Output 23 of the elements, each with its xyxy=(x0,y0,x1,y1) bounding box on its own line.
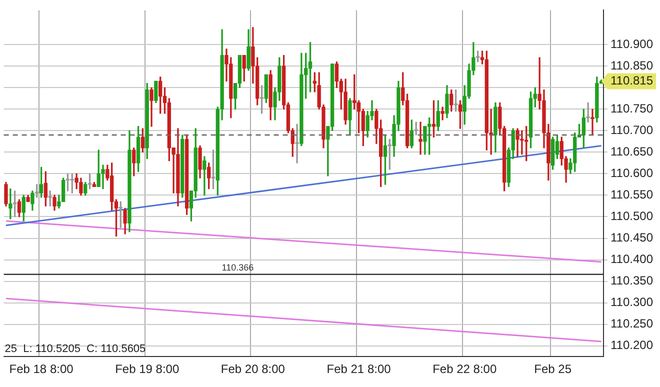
y-tick-label: 110.450 xyxy=(610,230,654,245)
y-tick-label: 110.550 xyxy=(610,188,654,202)
y-tick-label: 110.700 xyxy=(610,123,654,137)
ref-line-label: 110.366 xyxy=(222,262,254,272)
x-tick-label: Feb 22 8:00 xyxy=(432,362,497,376)
y-tick-label: 110.900 xyxy=(610,36,654,51)
y-tick-label: 110.650 xyxy=(610,144,654,159)
y-tick-label: 110.750 xyxy=(610,101,654,116)
y-tick-label: 110.250 xyxy=(610,316,654,331)
y-tick-label: 110.200 xyxy=(610,338,654,352)
x-tick-label: Feb 18 8:00 xyxy=(9,362,74,376)
y-tick-label: 110.600 xyxy=(610,166,654,180)
x-tick-label: Feb 19 8:00 xyxy=(115,362,180,376)
y-tick-label: 110.850 xyxy=(610,58,654,72)
y-tick-label: 110.400 xyxy=(610,252,654,266)
x-tick-label: Feb 25 xyxy=(534,362,572,376)
annotation: 25 L: 110.5205 C: 110.5605 xyxy=(4,343,146,356)
y-tick-label: 110.500 xyxy=(610,209,654,224)
y-tick-label: 110.350 xyxy=(610,274,654,288)
y-tick-label: 110.300 xyxy=(610,295,654,310)
x-tick-label: Feb 21 8:00 xyxy=(326,362,392,376)
text: 110.815 xyxy=(610,74,654,88)
x-tick-label: Feb 20 8:00 xyxy=(220,362,286,376)
